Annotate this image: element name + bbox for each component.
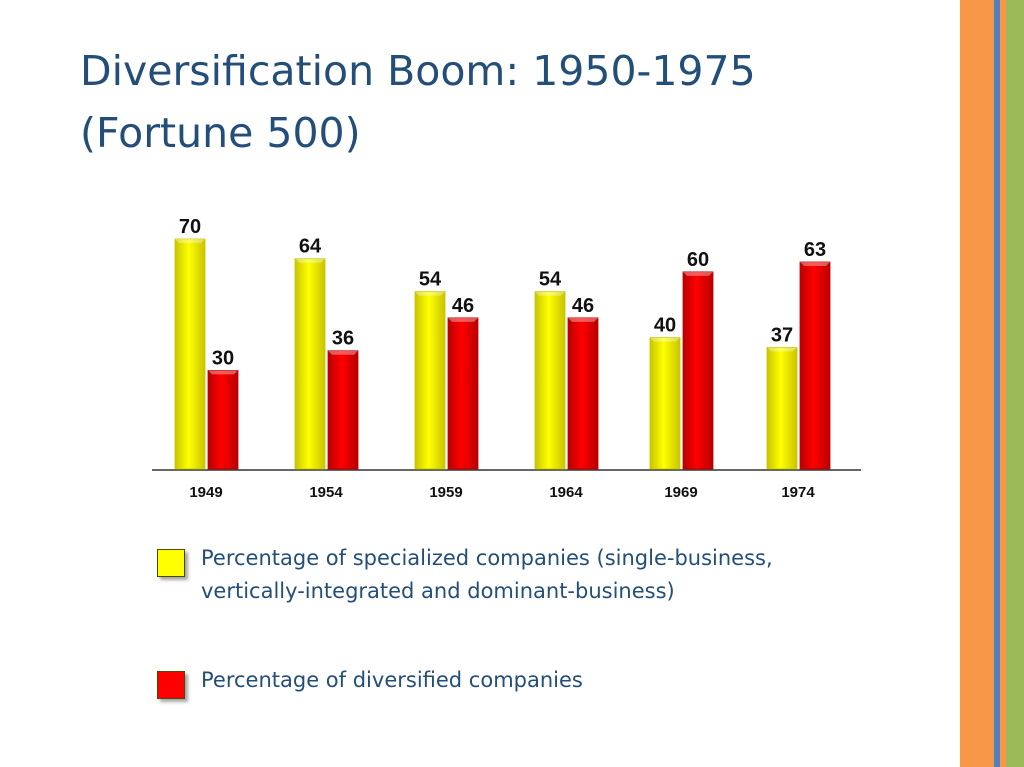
stripe-orange-thin	[1000, 0, 1006, 767]
data-label-specialized-1949: 70	[179, 216, 201, 238]
bar-top-specialized-1949	[175, 239, 205, 243]
bar-specialized-1959	[414, 291, 446, 470]
stripe-blue	[994, 0, 1000, 767]
data-label-diversified-1974: 63	[804, 239, 826, 261]
legend-swatch-diversified	[157, 671, 185, 699]
legend-swatch-specialized	[157, 549, 185, 577]
bar-diversified-1974	[799, 261, 831, 470]
bar-diversified-1969	[682, 271, 714, 470]
bar-top-diversified-1949	[208, 370, 238, 375]
x-tick-label-1949: 1949	[189, 484, 222, 501]
bar-top-specialized-1969	[650, 337, 680, 342]
bar-top-diversified-1964	[568, 317, 598, 322]
bar-top-specialized-1964	[535, 291, 565, 296]
data-label-specialized-1969: 40	[654, 315, 676, 337]
legend-label-specialized-line1: Percentage of specialized companies (sin…	[201, 546, 773, 570]
bar-diversified-1949	[207, 370, 239, 470]
x-tick-label-1974: 1974	[781, 484, 815, 501]
x-tick-label-1969: 1969	[664, 484, 697, 501]
slide-title: Diversification Boom: 1950-1975 (Fortune…	[80, 40, 900, 164]
x-tick-label-1954: 1954	[309, 484, 343, 501]
title-line-1: Diversification Boom: 1950-1975	[80, 47, 756, 95]
x-tick-label-1964: 1964	[549, 484, 583, 501]
bar-specialized-1974	[766, 347, 798, 470]
bar-top-diversified-1959	[448, 317, 478, 322]
bar-specialized-1954	[294, 258, 326, 470]
x-tick-label-1959: 1959	[429, 484, 462, 501]
bar-diversified-1959	[447, 317, 479, 470]
legend-label-diversified: Percentage of diversified companies	[201, 668, 583, 692]
bar-diversified-1954	[327, 350, 359, 470]
data-label-diversified-1964: 46	[572, 295, 594, 317]
bar-top-specialized-1959	[415, 291, 445, 296]
data-label-diversified-1969: 60	[687, 249, 709, 271]
bar-top-specialized-1954	[295, 258, 325, 263]
data-label-diversified-1949: 30	[212, 347, 234, 369]
title-line-2: (Fortune 500)	[80, 109, 361, 157]
bar-top-specialized-1974	[767, 347, 797, 352]
data-label-diversified-1954: 36	[332, 328, 354, 350]
stripe-orange	[960, 0, 994, 767]
bar-diversified-1964	[567, 317, 599, 470]
bar-specialized-1969	[649, 337, 681, 470]
data-label-specialized-1974: 37	[771, 324, 793, 346]
stripe-green	[1006, 0, 1024, 767]
bar-specialized-1964	[534, 291, 566, 470]
legend-label-specialized-line2: vertically-integrated and dominant-busin…	[201, 579, 675, 603]
bar-specialized-1949	[174, 238, 206, 470]
bar-top-diversified-1954	[328, 350, 358, 355]
decorative-stripes	[960, 0, 1024, 767]
data-label-diversified-1959: 46	[452, 295, 474, 317]
bar-top-diversified-1974	[800, 262, 830, 266]
bar-top-diversified-1969	[683, 271, 713, 276]
legend-label-specialized: Percentage of specialized companies (sin…	[201, 542, 861, 608]
data-label-specialized-1959: 54	[419, 269, 442, 291]
data-label-specialized-1964: 54	[539, 269, 562, 291]
data-label-specialized-1954: 64	[299, 236, 322, 258]
